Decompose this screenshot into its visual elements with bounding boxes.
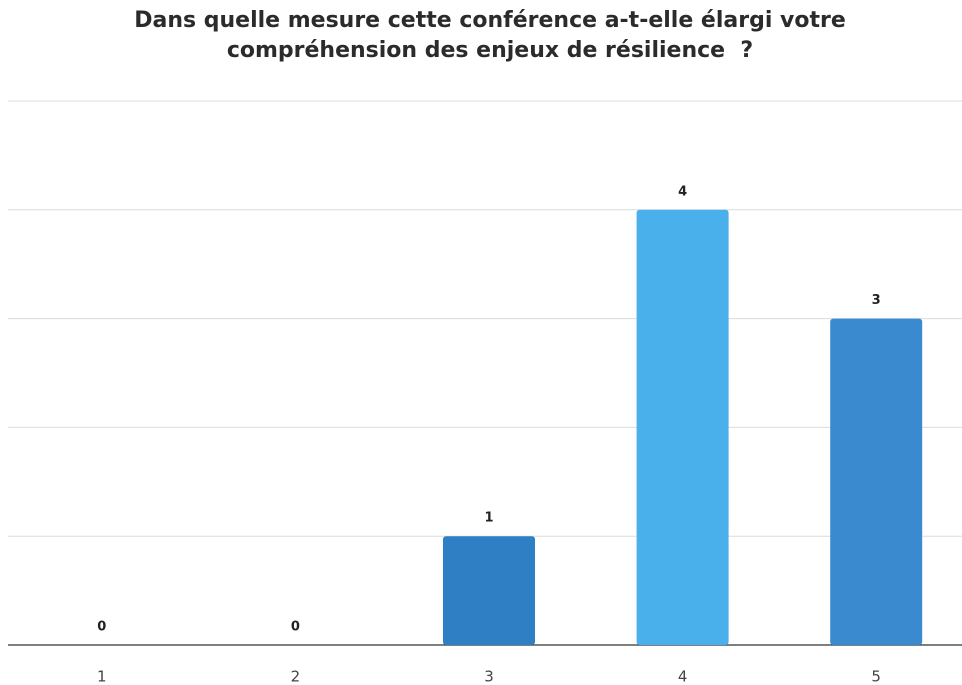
data-label: 0 (291, 620, 300, 635)
x-tick-label: 4 (678, 668, 688, 685)
bar (443, 536, 535, 645)
bar (636, 209, 729, 646)
x-tick-label: 1 (97, 668, 107, 685)
x-tick-label: 3 (484, 668, 494, 685)
data-label: 4 (678, 184, 687, 199)
bar (830, 318, 923, 645)
chart-title: Dans quelle mesure cette conférence a-t-… (134, 8, 854, 63)
data-label: 0 (97, 620, 106, 635)
x-tick-label: 5 (871, 668, 881, 685)
data-label: 3 (872, 293, 881, 308)
x-tick-label: 2 (291, 668, 301, 685)
data-label: 1 (484, 511, 493, 526)
